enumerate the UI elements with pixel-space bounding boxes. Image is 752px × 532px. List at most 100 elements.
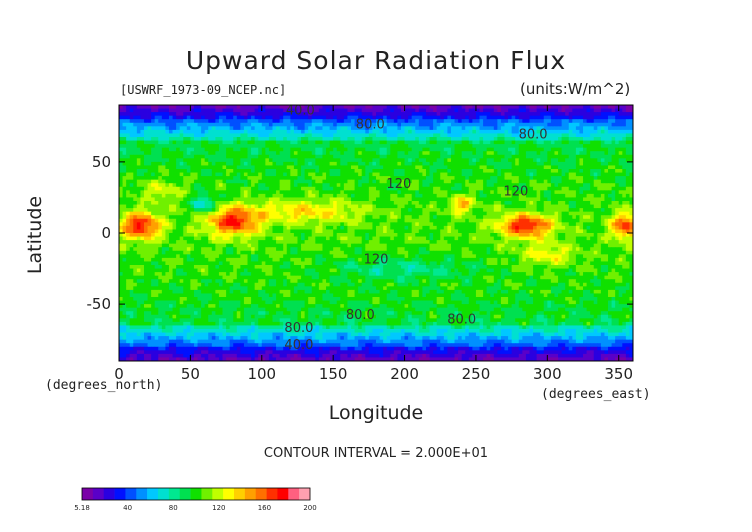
- heatmap-cell: [490, 154, 495, 159]
- heatmap-cell: [504, 204, 509, 209]
- heatmap-cell: [490, 176, 495, 181]
- heatmap-cell: [461, 129, 466, 134]
- heatmap-cell: [465, 129, 470, 134]
- heatmap-cell: [486, 201, 491, 205]
- heatmap-cell: [593, 172, 598, 177]
- heatmap-cell: [450, 129, 455, 134]
- heatmap-cell: [154, 218, 159, 223]
- heatmap-cell: [126, 147, 131, 152]
- heatmap-cell: [119, 133, 123, 138]
- heatmap-cell: [604, 161, 609, 166]
- heatmap-cell: [461, 158, 466, 163]
- heatmap-cell: [351, 140, 355, 145]
- heatmap-cell: [533, 186, 538, 191]
- heatmap-cell: [147, 161, 152, 166]
- heatmap-cell: [415, 140, 420, 145]
- heatmap-cell: [286, 154, 291, 159]
- heatmap-cell: [443, 108, 448, 113]
- heatmap-cell: [190, 225, 195, 230]
- heatmap-cell: [479, 183, 484, 188]
- heatmap-cell: [440, 208, 445, 213]
- heatmap-cell: [575, 122, 580, 127]
- heatmap-cell: [143, 222, 148, 227]
- heatmap-cell: [261, 193, 266, 198]
- heatmap-cell: [311, 147, 316, 152]
- heatmap-cell: [261, 108, 266, 113]
- heatmap-cell: [283, 197, 288, 202]
- heatmap-cell: [465, 122, 470, 127]
- heatmap-cell: [483, 122, 488, 127]
- heatmap-cell: [593, 165, 598, 170]
- heatmap-cell: [315, 190, 320, 195]
- heatmap-cell: [161, 186, 166, 191]
- heatmap-cell: [572, 108, 577, 113]
- heatmap-cell: [540, 215, 545, 220]
- heatmap-cell: [258, 193, 263, 198]
- heatmap-cell: [483, 161, 488, 166]
- heatmap-cell: [304, 129, 309, 134]
- heatmap-cell: [625, 140, 630, 145]
- heatmap-cell: [272, 133, 277, 138]
- heatmap-cell: [572, 197, 577, 202]
- heatmap-cell: [343, 179, 348, 184]
- heatmap-cell: [347, 225, 352, 230]
- heatmap-cell: [247, 112, 252, 117]
- heatmap-cell: [243, 218, 248, 223]
- heatmap-cell: [522, 144, 527, 149]
- heatmap-cell: [229, 215, 234, 220]
- heatmap-cell: [247, 176, 252, 181]
- heatmap-cell: [447, 158, 452, 163]
- heatmap-cell: [586, 204, 591, 209]
- heatmap-cell: [561, 144, 566, 149]
- heatmap-cell: [443, 129, 448, 134]
- heatmap-cell: [450, 140, 455, 145]
- heatmap-cell: [176, 119, 181, 124]
- heatmap-cell: [179, 133, 184, 138]
- heatmap-cell: [390, 183, 395, 188]
- heatmap-cell: [418, 197, 423, 202]
- heatmap-cell: [622, 129, 627, 134]
- heatmap-cell: [168, 208, 173, 213]
- heatmap-cell: [458, 115, 463, 120]
- heatmap-cell: [486, 176, 491, 181]
- heatmap-cell: [258, 154, 263, 159]
- heatmap-cell: [143, 176, 148, 181]
- heatmap-cell: [554, 165, 559, 170]
- heatmap-cell: [629, 204, 634, 209]
- heatmap-cell: [575, 140, 580, 145]
- heatmap-cell: [233, 197, 238, 202]
- heatmap-cell: [625, 172, 630, 177]
- heatmap-cell: [243, 176, 248, 181]
- heatmap-cell: [511, 197, 516, 202]
- heatmap-cell: [450, 197, 455, 202]
- heatmap-cell: [600, 108, 605, 113]
- heatmap-cell: [472, 129, 477, 134]
- heatmap-cell: [297, 122, 302, 127]
- heatmap-cell: [422, 154, 427, 159]
- heatmap-cell: [568, 151, 573, 156]
- heatmap-cell: [575, 105, 580, 109]
- heatmap-cell: [215, 186, 220, 191]
- heatmap-cell: [343, 126, 348, 131]
- heatmap-cell: [136, 197, 141, 202]
- heatmap-cell: [179, 186, 184, 191]
- heatmap-cell: [154, 211, 159, 216]
- heatmap-cell: [165, 151, 170, 156]
- heatmap-cell: [486, 186, 491, 191]
- heatmap-cell: [579, 147, 584, 152]
- heatmap-cell: [347, 122, 352, 127]
- heatmap-cell: [311, 133, 316, 138]
- heatmap-cell: [568, 208, 573, 213]
- heatmap-cell: [333, 133, 338, 138]
- heatmap-cell: [326, 151, 330, 156]
- heatmap-cell: [458, 122, 463, 127]
- heatmap-cell: [508, 108, 513, 113]
- heatmap-cell: [261, 144, 266, 149]
- heatmap-cell: [129, 225, 134, 230]
- heatmap-cell: [222, 211, 227, 216]
- heatmap-cell: [447, 137, 452, 141]
- heatmap-cell: [583, 186, 587, 191]
- heatmap-cell: [283, 218, 288, 223]
- heatmap-cell: [208, 115, 213, 120]
- heatmap-cell: [193, 193, 198, 198]
